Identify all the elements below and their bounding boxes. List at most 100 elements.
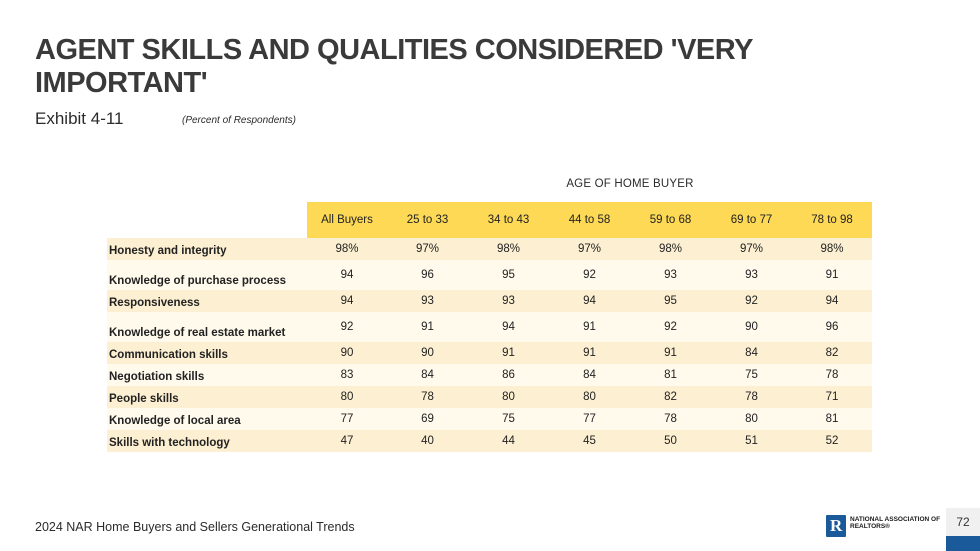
age-group-label: AGE OF HOME BUYER: [566, 178, 694, 190]
table-cell: 98%: [630, 238, 711, 260]
table-row: Honesty and integrity 98% 97% 98% 97% 98…: [107, 238, 872, 260]
table-cell: 91: [792, 260, 872, 290]
table-cell: 77: [549, 408, 630, 430]
table-cell: 97%: [711, 238, 792, 260]
table-cell: 94: [792, 290, 872, 312]
table-row: Knowledge of local area 77 69 75 77 78 8…: [107, 408, 872, 430]
table-row: Responsiveness 94 93 93 94 95 92 94: [107, 290, 872, 312]
table-cell: 75: [711, 364, 792, 386]
brand-bar: [946, 536, 980, 551]
table-cell: 96: [792, 312, 872, 342]
table-cell: 69: [387, 408, 468, 430]
column-header: 59 to 68: [630, 202, 711, 238]
table-row: Communication skills 90 90 91 91 91 84 8…: [107, 342, 872, 364]
table-cell: 78: [630, 408, 711, 430]
column-header: 34 to 43: [468, 202, 549, 238]
table-cell: 92: [549, 260, 630, 290]
column-header: 69 to 77: [711, 202, 792, 238]
table-cell: 91: [630, 342, 711, 364]
table-row: Negotiation skills 83 84 86 84 81 75 78: [107, 364, 872, 386]
table-cell: 84: [387, 364, 468, 386]
table-cell: 78: [387, 386, 468, 408]
table-cell: 94: [468, 312, 549, 342]
row-label: Honesty and integrity: [107, 238, 307, 260]
table-cell: 93: [711, 260, 792, 290]
row-label: Responsiveness: [107, 290, 307, 312]
table-cell: 92: [630, 312, 711, 342]
table-cell: 93: [468, 290, 549, 312]
row-label: Knowledge of purchase process: [107, 260, 307, 290]
table-cell: 75: [468, 408, 549, 430]
table-cell: 71: [792, 386, 872, 408]
row-label: Negotiation skills: [107, 364, 307, 386]
table-row: People skills 80 78 80 80 82 78 71: [107, 386, 872, 408]
table-cell: 78: [792, 364, 872, 386]
table-cell: 91: [549, 342, 630, 364]
table-cell: 81: [792, 408, 872, 430]
table-cell: 80: [307, 386, 387, 408]
table-cell: 95: [468, 260, 549, 290]
table-cell: 93: [387, 290, 468, 312]
table-header-row: All Buyers 25 to 33 34 to 43 44 to 58 59…: [107, 202, 872, 238]
row-label: Communication skills: [107, 342, 307, 364]
table-cell: 92: [711, 290, 792, 312]
table-cell: 98%: [307, 238, 387, 260]
table-cell: 82: [792, 342, 872, 364]
column-header: All Buyers: [307, 202, 387, 238]
row-label: People skills: [107, 386, 307, 408]
table-cell: 50: [630, 430, 711, 452]
table-cell: 96: [387, 260, 468, 290]
table-cell: 86: [468, 364, 549, 386]
table-cell: 40: [387, 430, 468, 452]
table-cell: 84: [549, 364, 630, 386]
table-cell: 98%: [792, 238, 872, 260]
table-cell: 80: [468, 386, 549, 408]
table-cell: 83: [307, 364, 387, 386]
table-cell: 95: [630, 290, 711, 312]
source-footer: 2024 NAR Home Buyers and Sellers Generat…: [35, 520, 355, 534]
table-cell: 94: [307, 260, 387, 290]
page-number: 72: [946, 508, 980, 536]
table-cell: 90: [387, 342, 468, 364]
row-label: Skills with technology: [107, 430, 307, 452]
logo-text: NATIONAL ASSOCIATION OF REALTORS®: [850, 516, 941, 530]
table-cell: 92: [307, 312, 387, 342]
column-header: 25 to 33: [387, 202, 468, 238]
table-cell: 97%: [549, 238, 630, 260]
table-cell: 93: [630, 260, 711, 290]
table-cell: 81: [630, 364, 711, 386]
table-row: Skills with technology 47 40 44 45 50 51…: [107, 430, 872, 452]
table-cell: 44: [468, 430, 549, 452]
table-cell: 51: [711, 430, 792, 452]
exhibit-label: Exhibit 4-11: [35, 109, 124, 128]
column-header: 44 to 58: [549, 202, 630, 238]
table-cell: 90: [711, 312, 792, 342]
table-cell: 94: [307, 290, 387, 312]
table-cell: 80: [549, 386, 630, 408]
nar-logo: R NATIONAL ASSOCIATION OF REALTORS®: [826, 515, 946, 541]
table-cell: 77: [307, 408, 387, 430]
table-cell: 91: [549, 312, 630, 342]
realtor-r-icon: R: [826, 515, 846, 537]
row-label: Knowledge of local area: [107, 408, 307, 430]
logo-letter: R: [830, 516, 843, 535]
table-cell: 97%: [387, 238, 468, 260]
row-label: Knowledge of real estate market: [107, 312, 307, 342]
column-header: 78 to 98: [792, 202, 872, 238]
exhibit-subtitle: (Percent of Respondents): [182, 115, 296, 126]
table-row: Knowledge of real estate market 92 91 94…: [107, 312, 872, 342]
page-title: AGENT SKILLS AND QUALITIES CONSIDERED 'V…: [35, 34, 753, 99]
table-cell: 91: [468, 342, 549, 364]
table-header-blank: [107, 202, 307, 238]
table-cell: 82: [630, 386, 711, 408]
table-cell: 45: [549, 430, 630, 452]
table-cell: 94: [549, 290, 630, 312]
skills-table: All Buyers 25 to 33 34 to 43 44 to 58 59…: [107, 202, 872, 452]
table-cell: 47: [307, 430, 387, 452]
table-cell: 91: [387, 312, 468, 342]
table-row: Knowledge of purchase process 94 96 95 9…: [107, 260, 872, 290]
table-cell: 78: [711, 386, 792, 408]
table-cell: 80: [711, 408, 792, 430]
table-cell: 52: [792, 430, 872, 452]
table-cell: 98%: [468, 238, 549, 260]
